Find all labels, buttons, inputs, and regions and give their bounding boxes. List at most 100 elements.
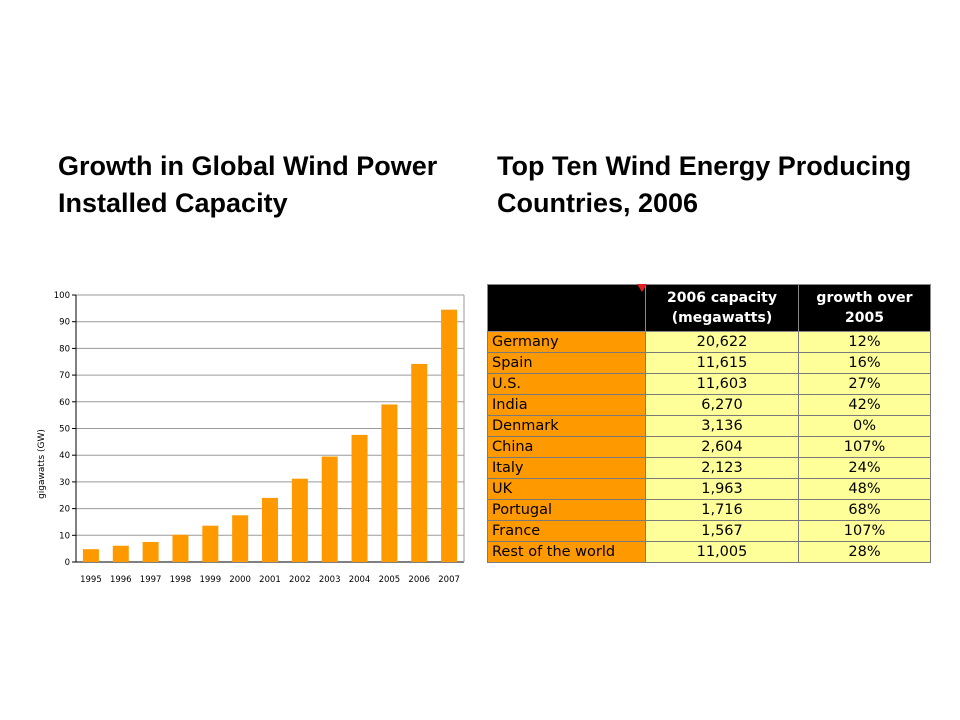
table-heading-line2: Countries, 2006 (497, 188, 699, 218)
growth-cell: 24% (798, 457, 931, 479)
x-tick-labels: 1995 1996 1997 1998 1999 2000 2001 2002 2003 2004… (80, 575, 460, 585)
x-tick-label: 1996 (110, 575, 132, 585)
x-tick-label: 2007 (438, 575, 460, 585)
table-body: Germany 20,622 12% Spain 11,615 16% U.S. 11,603… (487, 331, 931, 563)
y-tick-label: 30 (59, 478, 70, 488)
growth-cell: 12% (798, 331, 931, 353)
country-cell: Denmark (487, 415, 646, 437)
table-row: Italy 2,123 24% (487, 457, 931, 479)
growth-cell: 28% (798, 541, 931, 563)
x-tick-label: 2000 (229, 575, 251, 585)
x-tick-label: 1999 (199, 575, 221, 585)
header-cell-line: 2005 (845, 310, 884, 326)
x-tick-label: 2002 (289, 575, 311, 585)
table-row: Denmark 3,136 0% (487, 415, 931, 437)
chart-heading: Growth in Global Wind Power Installed Ca… (58, 148, 478, 222)
growth-cell: 48% (798, 478, 931, 500)
country-cell: Germany (487, 331, 646, 353)
wind-energy-table-container: 2006 capacity (megawatts) growth over 2005 … (487, 284, 931, 563)
bar-2001 (262, 497, 278, 562)
table-row: Rest of the world 11,005 28% (487, 541, 931, 563)
bar-2000 (232, 515, 249, 562)
bar-1996 (112, 545, 129, 562)
chart-heading-line2: Installed Capacity (58, 188, 288, 218)
growth-cell: 27% (798, 373, 931, 395)
y-tick-label: 80 (59, 344, 70, 354)
capacity-cell: 2,604 (645, 436, 799, 458)
capacity-cell: 1,963 (645, 478, 799, 500)
table-row: China 2,604 107% (487, 436, 931, 458)
capacity-cell: 6,270 (645, 394, 799, 416)
table-heading: Top Ten Wind Energy Producing Countries,… (497, 148, 937, 222)
wind-energy-table: 2006 capacity (megawatts) growth over 2005 … (487, 284, 931, 563)
capacity-cell: 11,615 (645, 352, 799, 374)
bar-2006 (411, 363, 428, 562)
country-cell: France (487, 520, 646, 542)
chart-heading-line1: Growth in Global Wind Power (58, 151, 438, 181)
table-row: India 6,270 42% (487, 394, 931, 416)
bar-2005 (381, 404, 398, 562)
y-axis-label: gigawatts (GW) (37, 429, 47, 499)
x-tick-label: 2004 (349, 575, 371, 585)
country-cell: Portugal (487, 499, 646, 521)
x-tick-label: 2005 (379, 575, 401, 585)
x-tick-label: 2001 (259, 575, 281, 585)
country-cell: Spain (487, 352, 646, 374)
table-row: U.S. 11,603 27% (487, 373, 931, 395)
y-tick-label: 10 (59, 531, 70, 541)
table-row: Spain 11,615 16% (487, 352, 931, 374)
y-tick-label: 40 (59, 451, 70, 461)
bar-2004 (351, 434, 368, 562)
header-cell-line: growth over (816, 290, 913, 306)
growth-cell: 0% (798, 415, 931, 437)
growth-cell: 42% (798, 394, 931, 416)
bar-1997 (142, 541, 159, 562)
header-cell: growth over 2005 (798, 284, 931, 332)
country-cell: India (487, 394, 646, 416)
y-tick-label: 70 (59, 371, 70, 381)
header-cell-line: 2006 capacity (667, 290, 777, 306)
capacity-cell: 1,567 (645, 520, 799, 542)
y-tick-label: 60 (59, 398, 70, 408)
x-tick-label: 1997 (140, 575, 162, 585)
bar-1999 (202, 525, 219, 562)
growth-cell: 68% (798, 499, 931, 521)
country-cell: China (487, 436, 646, 458)
x-tick-label: 2006 (408, 575, 430, 585)
table-header-row: 2006 capacity (megawatts) growth over 2005 (487, 284, 931, 332)
table-row: Germany 20,622 12% (487, 331, 931, 353)
y-tick-label: 50 (59, 425, 70, 435)
capacity-cell: 11,005 (645, 541, 799, 563)
bars (82, 309, 458, 562)
bar-1998 (172, 534, 189, 562)
red-triangle-marker (637, 284, 647, 292)
capacity-cell: 20,622 (645, 331, 799, 353)
capacity-cell: 1,716 (645, 499, 799, 521)
header-cell (487, 284, 646, 332)
country-cell: Rest of the world (487, 541, 646, 563)
y-tick-label: 100 (54, 291, 70, 301)
capacity-cell: 3,136 (645, 415, 799, 437)
y-tick-label: 20 (59, 505, 70, 515)
growth-cell: 107% (798, 436, 931, 458)
x-tick-label: 1995 (80, 575, 102, 585)
growth-cell: 107% (798, 520, 931, 542)
bar-2002 (291, 478, 308, 562)
country-cell: UK (487, 478, 646, 500)
header-cell-line: (megawatts) (671, 310, 773, 326)
country-cell: Italy (487, 457, 646, 479)
table-row: Portugal 1,716 68% (487, 499, 931, 521)
capacity-cell: 2,123 (645, 457, 799, 479)
y-tick-labels: 0 10 20 30 40 50 60 70 80 90 100 (54, 291, 70, 568)
x-tick-label: 2003 (319, 575, 341, 585)
y-tick-label: 90 (59, 318, 70, 328)
bar-2007 (441, 309, 458, 562)
bar-2003 (321, 456, 338, 562)
x-tick-label: 1998 (170, 575, 192, 585)
table-row: UK 1,963 48% (487, 478, 931, 500)
table-row: France 1,567 107% (487, 520, 931, 542)
growth-cell: 16% (798, 352, 931, 374)
table-heading-line1: Top Ten Wind Energy Producing (497, 151, 912, 181)
country-cell: U.S. (487, 373, 646, 395)
